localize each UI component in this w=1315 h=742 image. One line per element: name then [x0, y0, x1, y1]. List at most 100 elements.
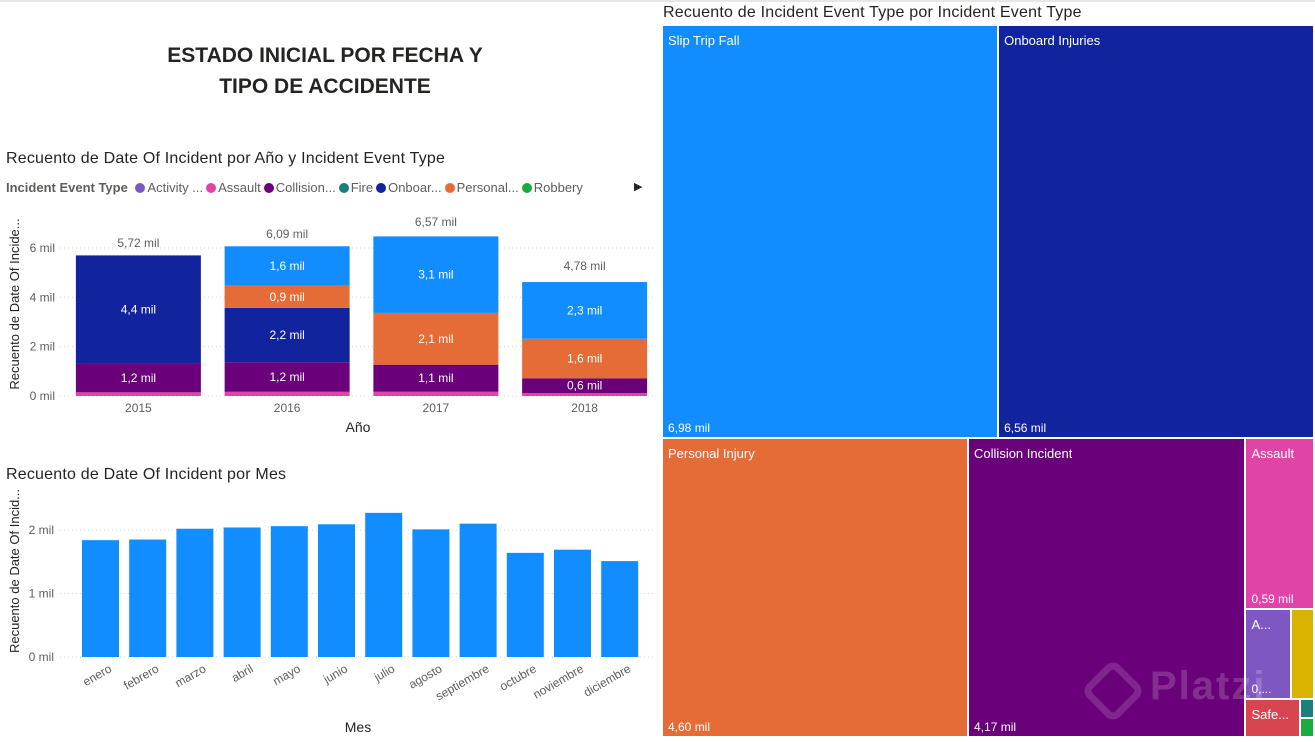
treemap-tile[interactable]: Onboard Injuries 6,56 mil [999, 26, 1313, 438]
stacked-chart-title: Recuento de Date Of Incident por Año y I… [6, 150, 446, 167]
legend-item[interactable]: Collision... [263, 180, 336, 195]
x-tick-label: 2015 [125, 401, 152, 415]
treemap-tile-value: 0,... [1251, 681, 1272, 696]
treemap-tile-label: Onboard Injuries [1004, 33, 1101, 48]
x-tick-label: julio [371, 661, 398, 684]
treemap-tile-label: A... [1251, 617, 1271, 633]
data-label: 1,2 mil [121, 371, 156, 385]
treemap-tile-label: Collision Incident [974, 446, 1073, 462]
legend-label: Robbery [533, 180, 583, 195]
data-label: 2,3 mil [567, 303, 602, 317]
treemap-title: Recuento de Incident Event Type por Inci… [663, 4, 1082, 21]
treemap-tile[interactable] [1301, 718, 1313, 736]
bar [176, 528, 214, 657]
x-tick-label: 2017 [423, 401, 450, 415]
bar-segment [75, 392, 201, 396]
legend-item[interactable]: Onboar... [376, 180, 442, 195]
legend-dot [135, 183, 146, 193]
bar [459, 523, 497, 657]
x-tick-label: septiembre [433, 661, 492, 703]
treemap[interactable]: Slip Trip Fall 6,98 mil Onboard Injuries 6,… [663, 26, 1315, 738]
top-border [0, 0, 1315, 2]
treemap-tile-value: 0,59 mil [1251, 592, 1294, 607]
monthly-bar-chart[interactable]: 0 mil 1 mil 2 mil Recuento de Date Of Incid… [0, 490, 660, 740]
treemap-tile-value: 4,60 mil [668, 719, 711, 734]
data-label: 1,6 mil [567, 352, 602, 366]
bar [82, 540, 119, 657]
treemap-tile[interactable]: A... 0,... [1246, 610, 1291, 698]
legend-item[interactable]: Assault [206, 180, 261, 195]
legend-dot [338, 183, 349, 193]
x-tick-label: noviembre [530, 661, 586, 701]
treemap-tile[interactable]: Safe... [1246, 699, 1300, 736]
bar-segment [373, 391, 499, 396]
data-label: 1,2 mil [269, 370, 304, 384]
bar-segment [224, 307, 350, 363]
legend-label: Activity ... [147, 180, 204, 195]
legend-item[interactable]: Personal... [444, 180, 519, 195]
stacked-chart-legend: Incident Event Type Activity ... Assault C… [6, 180, 642, 198]
treemap-tile-label: Safe... [1251, 706, 1290, 722]
bar [506, 552, 544, 657]
page-title: ESTADO INICIAL POR FECHA Y TIPO DE ACCID… [150, 40, 500, 102]
y-axis-label: Recuento de Date Of Incid... [7, 490, 22, 653]
treemap-tile[interactable]: Collision Incident 4,17 mil [969, 439, 1245, 736]
data-label: 2,2 mil [269, 328, 304, 342]
legend-label: Personal... [456, 180, 519, 195]
x-tick-label: 2016 [274, 401, 301, 415]
data-label: 1,1 mil [418, 371, 453, 385]
stacked-bar-chart[interactable]: 0 mil 2 mil 4 mil 6 mil Recuento de Date Of … [0, 200, 660, 440]
treemap-tile[interactable]: Assault 0,59 mil [1246, 439, 1313, 609]
data-label: 1,6 mil [269, 259, 304, 273]
treemap-tile-value: 6,98 mil [668, 421, 711, 436]
data-label: 0,6 mil [567, 379, 602, 393]
total-label: 4,78 mil [564, 259, 606, 273]
legend-item[interactable]: Fire [338, 180, 374, 195]
legend-more-icon[interactable]: ▶ [634, 181, 643, 193]
y-tick-label: 1 mil [29, 587, 54, 601]
y-tick-label: 2 mil [30, 340, 55, 354]
y-axis-label: Recuento de Date Of Incide... [7, 218, 22, 389]
y-tick-label: 0 mil [30, 389, 55, 403]
x-tick-label: febrero [121, 661, 161, 692]
page-title-line-1: ESTADO INICIAL POR FECHA Y [167, 44, 483, 67]
treemap-tile[interactable] [1301, 699, 1313, 717]
x-tick-label: 2018 [571, 401, 598, 415]
bar-segment [373, 236, 499, 313]
bar-segment [522, 378, 648, 394]
bar-segment [522, 282, 648, 339]
treemap-tile-label: Assault [1251, 446, 1295, 462]
bar-segment [224, 246, 350, 286]
treemap-tile-value: 6,56 mil [1004, 421, 1047, 436]
legend-dot [263, 183, 274, 193]
bar-segment [75, 255, 201, 364]
legend-label: Fire [350, 180, 374, 195]
bar [129, 539, 167, 657]
treemap-tile-label: Slip Trip Fall [668, 33, 740, 48]
bar-segment [75, 363, 201, 393]
legend-label: Onboar... [388, 180, 442, 195]
x-tick-label: abril [229, 661, 256, 684]
legend-title: Incident Event Type [6, 180, 128, 195]
bar-segment [373, 312, 499, 365]
bar-segment [522, 338, 648, 379]
total-label: 6,09 mil [266, 227, 308, 241]
bar-segment [224, 391, 350, 396]
legend-item[interactable]: Activity ... [135, 180, 203, 195]
x-axis-label: Año [346, 419, 371, 435]
treemap-tile[interactable] [1292, 610, 1313, 698]
treemap-tile[interactable]: Personal Injury 4,60 mil [663, 439, 968, 736]
total-label: 6,57 mil [415, 215, 457, 229]
treemap-tile[interactable]: Slip Trip Fall 6,98 mil [663, 26, 998, 438]
x-tick-label: enero [80, 661, 114, 689]
legend-item[interactable]: Robbery [521, 180, 583, 195]
legend-label: Collision... [275, 180, 336, 195]
legend-label: Assault [218, 180, 261, 195]
bar [412, 529, 450, 657]
data-label: 2,1 mil [418, 332, 453, 346]
bar-segment [224, 362, 350, 392]
treemap-tile-label: Personal Injury [668, 446, 755, 462]
bar [601, 561, 639, 657]
legend-dot [206, 183, 217, 193]
legend-dot [376, 183, 387, 193]
